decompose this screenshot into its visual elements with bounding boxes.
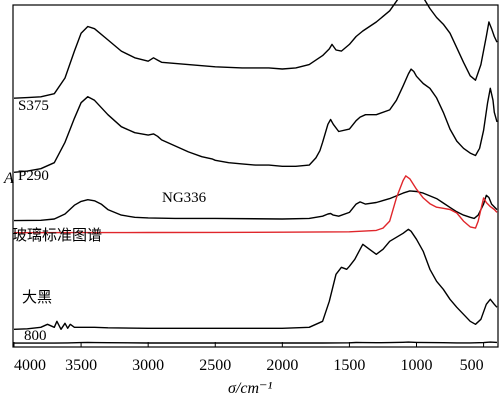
x-tick-label: 2500 — [199, 357, 231, 374]
y-axis-label: A — [3, 170, 14, 187]
x-axis-ticks — [13, 342, 485, 347]
series-layer — [13, 0, 498, 344]
x-tick-label: 500 — [460, 357, 484, 374]
series-line — [13, 228, 498, 330]
series-line — [13, 68, 498, 173]
x-tick-label: 1500 — [333, 357, 365, 374]
series-label: S375 — [18, 98, 49, 114]
series-label: NG336 — [162, 190, 207, 206]
x-axis-tick-labels: 4000 3500 3000 2500 2000 1500 1000 500 — [14, 357, 484, 374]
series-line — [13, 190, 498, 222]
plot-frame — [12, 4, 499, 348]
x-tick-label: 4000 — [14, 357, 46, 374]
series-label: 大黑 — [22, 289, 52, 306]
x-tick-label: 2000 — [266, 357, 298, 374]
series-line — [14, 341, 498, 344]
series-label: 800 — [24, 328, 47, 344]
series-line — [13, 175, 498, 234]
x-tick-label: 3500 — [65, 357, 97, 374]
x-tick-label: 1000 — [401, 357, 433, 374]
x-axis-label: σ/cm⁻¹ — [228, 380, 272, 397]
series-label: 玻璃标准图谱 — [12, 227, 102, 244]
series-line — [13, 0, 498, 99]
series-label: P290 — [18, 168, 49, 184]
x-tick-label: 3000 — [132, 357, 164, 374]
